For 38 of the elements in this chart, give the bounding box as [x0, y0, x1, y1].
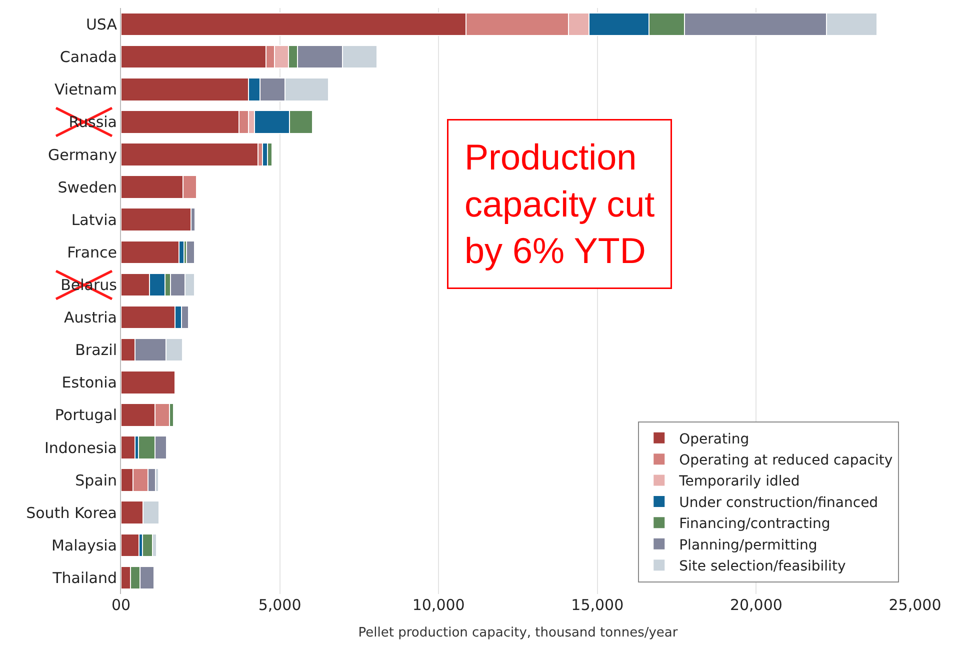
bar — [121, 370, 176, 394]
bar — [121, 533, 140, 558]
y-tick-label: Thailand — [52, 568, 117, 587]
bar — [121, 208, 192, 232]
y-tick-label: France — [67, 243, 117, 262]
bar — [121, 240, 180, 264]
x-tick-label: 20,000 — [730, 596, 782, 614]
legend-label: Operating at reduced capacity — [679, 452, 893, 469]
y-tick-label: Brazil — [75, 341, 117, 360]
y-tick-label: Spain — [75, 471, 117, 490]
x-tick-label: 25,000 — [888, 596, 942, 614]
y-tick-label: Sweden — [58, 178, 117, 196]
x-tick-label: 15,000 — [571, 596, 624, 614]
y-tick-label: Malaysia — [51, 536, 117, 554]
legend-label: Temporarily idled — [678, 474, 800, 490]
annotation: Production capacity cut by 6% YTD — [464, 136, 655, 272]
legend-label: Operating — [679, 431, 750, 448]
legend-label: Financing/contracting — [679, 516, 830, 532]
y-tick-label: Vietnam — [54, 80, 117, 99]
legend-label: Site selection/feasibility — [679, 558, 846, 575]
x-tick-label: 00 — [111, 596, 131, 614]
x-tick-label: 10,000 — [412, 596, 465, 614]
y-tick-label: Portugal — [54, 406, 117, 424]
bar — [186, 240, 195, 264]
y-tick-label: Estonia — [62, 374, 117, 392]
legend-label: Under construction/financed — [679, 494, 878, 511]
bar — [121, 142, 259, 166]
y-tick-label: Latvia — [71, 210, 117, 229]
legend-label: Planning/permitting — [679, 537, 818, 554]
y-tick-label: South Korea — [26, 504, 117, 522]
x-tick-label: 5,000 — [258, 596, 302, 614]
y-tick-label: Austria — [64, 308, 117, 327]
bar — [121, 436, 136, 460]
x-axis-title: Pellet production capacity, thousand tonnes/year — [358, 626, 678, 641]
y-tick-label: Germany — [48, 146, 118, 164]
y-tick-label: USA — [86, 16, 118, 34]
y-tick-label: Indonesia — [44, 438, 117, 457]
y-tick-label: Canada — [60, 48, 117, 66]
